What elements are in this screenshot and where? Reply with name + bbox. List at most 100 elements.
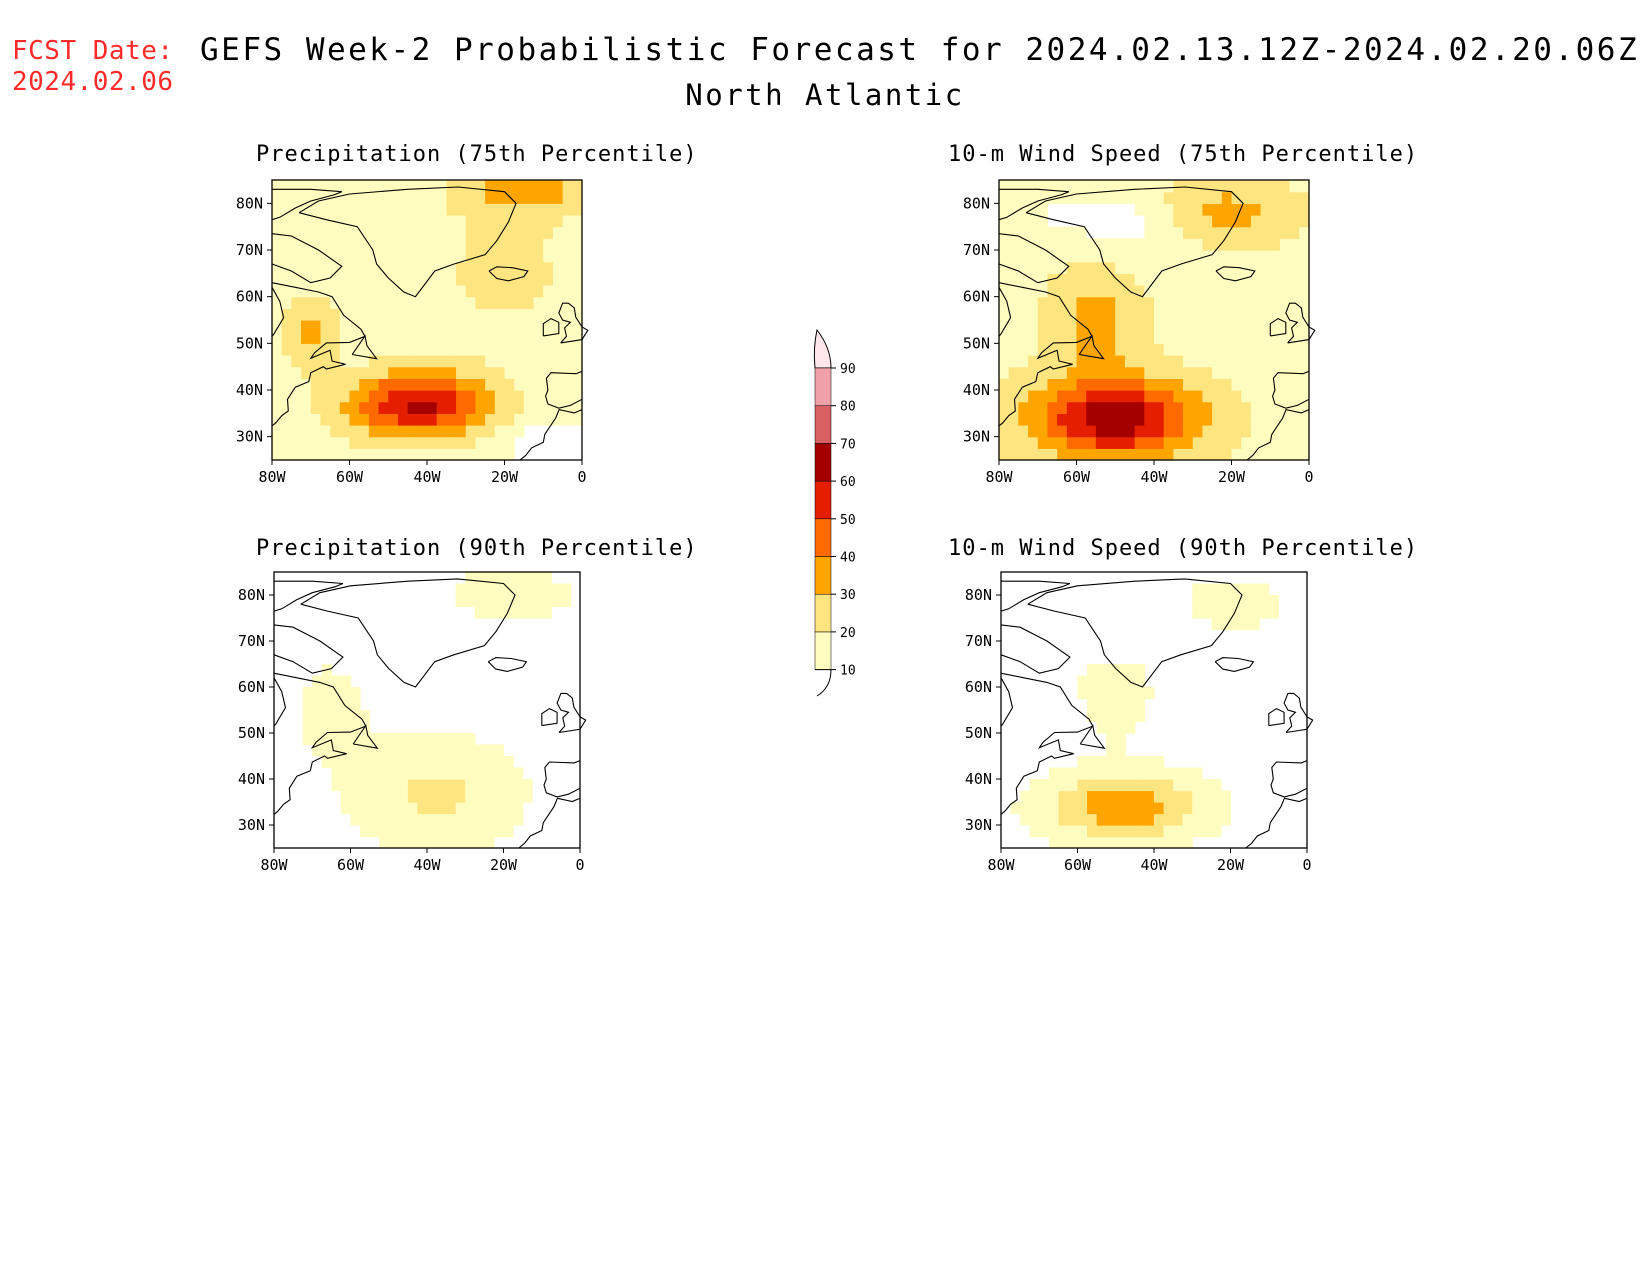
field-cell xyxy=(291,331,302,344)
field-cell xyxy=(999,203,1010,216)
field-cell xyxy=(1057,285,1068,298)
field-cell xyxy=(349,378,360,391)
field-cell xyxy=(1163,296,1174,309)
field-cell xyxy=(359,296,370,309)
field-cell xyxy=(407,203,418,216)
field-cell xyxy=(312,721,323,734)
field-cell xyxy=(1279,203,1291,216)
lon-tick-label: 20W xyxy=(1217,856,1245,874)
field-cell xyxy=(1096,802,1107,815)
field-cell xyxy=(1250,261,1262,274)
field-cell xyxy=(446,308,457,321)
field-cell xyxy=(446,343,457,356)
field-cell xyxy=(562,226,573,239)
field-cell xyxy=(1154,285,1165,298)
field-cell xyxy=(484,767,495,780)
field-cell xyxy=(407,425,418,438)
field-cell xyxy=(1240,606,1251,619)
field-cell xyxy=(359,436,370,449)
field-cell xyxy=(1183,366,1194,379)
field-cell xyxy=(552,390,564,403)
field-cell xyxy=(1144,180,1155,193)
field-cell xyxy=(1173,813,1184,826)
field-cell xyxy=(514,413,525,426)
field-cell xyxy=(272,355,283,368)
field-cell xyxy=(1020,802,1031,815)
field-cell xyxy=(1183,273,1194,286)
field-cell xyxy=(1077,813,1088,826)
field-cell xyxy=(378,203,389,216)
field-cell xyxy=(310,296,322,309)
field-cell xyxy=(1154,238,1165,251)
field-cell xyxy=(1192,203,1204,216)
field-cell xyxy=(349,296,360,309)
field-cell xyxy=(485,331,496,344)
field-cell xyxy=(340,721,352,734)
field-cell xyxy=(1008,390,1019,403)
field-cell xyxy=(552,285,564,298)
field-cell xyxy=(1202,378,1213,391)
field-cell xyxy=(1115,687,1126,700)
field-cell xyxy=(368,331,380,344)
field-cell xyxy=(1250,285,1262,298)
field-cell xyxy=(378,343,389,356)
field-cell xyxy=(533,390,544,403)
field-cell xyxy=(436,779,447,792)
field-cell xyxy=(436,756,447,769)
field-cell xyxy=(1115,320,1126,333)
field-cell xyxy=(533,191,544,204)
field-cell xyxy=(1087,790,1098,803)
field-cell xyxy=(504,320,515,333)
field-cell xyxy=(310,308,322,321)
field-cell xyxy=(1260,203,1271,216)
field-cell xyxy=(1018,296,1029,309)
field-cell xyxy=(291,296,302,309)
field-cell xyxy=(397,273,409,286)
field-cell xyxy=(1212,308,1223,321)
field-cell xyxy=(514,331,525,344)
field-cell xyxy=(1212,401,1223,414)
field-cell xyxy=(1279,308,1291,321)
field-cell xyxy=(1039,813,1050,826)
field-cell xyxy=(572,343,583,356)
field-cell xyxy=(378,285,389,298)
field-cell xyxy=(320,203,331,216)
field-cell xyxy=(417,226,428,239)
field-cell xyxy=(504,180,515,193)
field-cell xyxy=(436,378,447,391)
field-cell xyxy=(397,215,409,228)
field-cell xyxy=(388,836,399,849)
field-cell xyxy=(1124,331,1136,344)
field-cell xyxy=(513,813,524,826)
field-cell xyxy=(1028,413,1039,426)
field-cell xyxy=(446,425,457,438)
field-cell xyxy=(407,238,418,251)
field-cell xyxy=(1039,779,1050,792)
field-cell xyxy=(427,448,438,461)
field-cell xyxy=(1076,355,1087,368)
field-cell xyxy=(1066,180,1078,193)
field-cell xyxy=(427,308,438,321)
field-cell xyxy=(301,180,312,193)
field-cell xyxy=(301,250,312,263)
field-cell xyxy=(1037,296,1049,309)
legend-swatch xyxy=(814,556,832,595)
field-cell xyxy=(1096,698,1107,711)
field-cell xyxy=(1076,366,1087,379)
field-cell xyxy=(465,203,477,216)
field-cell xyxy=(1154,180,1165,193)
field-cell xyxy=(1212,285,1223,298)
field-cell xyxy=(1144,378,1155,391)
field-cell xyxy=(1279,238,1291,251)
field-cell xyxy=(321,687,332,700)
field-cell xyxy=(1018,378,1029,391)
field-cell xyxy=(494,448,506,461)
field-cell xyxy=(368,308,380,321)
lon-tick-label: 20W xyxy=(491,468,519,486)
field-cell xyxy=(1124,425,1136,438)
field-cell xyxy=(1163,191,1174,204)
field-cell xyxy=(291,436,302,449)
field-cell xyxy=(484,825,495,838)
field-cell xyxy=(1231,308,1242,321)
field-cell xyxy=(320,448,331,461)
